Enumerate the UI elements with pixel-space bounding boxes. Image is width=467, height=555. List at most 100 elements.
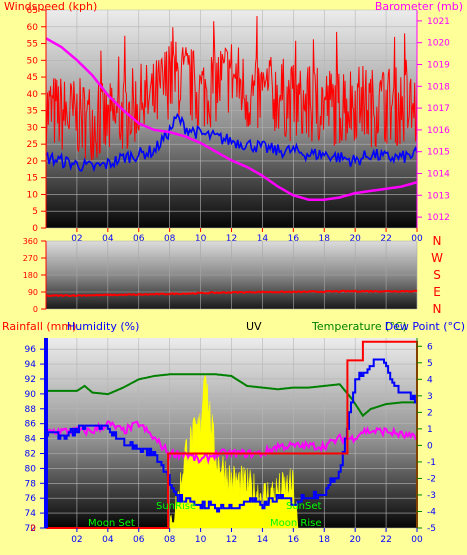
humidity-y-tick-label: 76 (25, 494, 37, 504)
direction-y-tick-label: 0 (33, 305, 38, 314)
wind-y-tick-label: 65 (27, 6, 38, 16)
humidity-y-tick-label: 84 (25, 435, 37, 445)
climate-x-tick-label: 12 (226, 535, 237, 545)
humidity-y-tick-label: 96 (25, 345, 37, 355)
humidity-line (45, 420, 418, 465)
humidity-y-tick-label: 86 (25, 420, 37, 430)
climate-x-tick-label: 20 (349, 535, 361, 545)
wind-y-tick-label: 55 (27, 40, 38, 50)
climate-x-tick-label: 04 (102, 535, 114, 545)
baro-y-tick-label: 1015 (427, 148, 450, 158)
climate-x-tick-label: 06 (133, 535, 145, 545)
baro-y-tick-label: 1016 (427, 126, 450, 136)
moon-set-label: Moon Set (88, 518, 135, 529)
wind-y-tick-label: 0 (32, 224, 38, 234)
climate-x-tick-label: 14 (257, 535, 269, 545)
humidity-y-tick-label: 78 (25, 479, 37, 489)
wind-x-tick-label: 12 (226, 234, 237, 244)
wind-x-tick-label: 00 (411, 234, 423, 244)
baro-y-tick-label: 1021 (427, 17, 450, 27)
rainfall-y-tick-label: 0 (30, 524, 36, 534)
baro-y-tick-label: 1013 (427, 191, 450, 201)
baro-y-tick-label: 1019 (427, 61, 450, 71)
temperature-y-tick-label: -2 (427, 474, 436, 484)
moon-rise-label: Moon Rise (270, 518, 321, 529)
wind-x-tick-label: 20 (349, 234, 361, 244)
humidity-y-tick-label: 88 (25, 405, 37, 415)
wind-x-tick-label: 10 (195, 234, 207, 244)
uv-area (169, 374, 299, 529)
humidity-y-tick-label: 92 (25, 375, 36, 385)
wind-x-tick-label: 22 (380, 234, 391, 244)
barometer-line (45, 37, 418, 201)
baro-y-tick-label: 1017 (427, 104, 450, 114)
temperature-y-tick-label: 3 (427, 392, 433, 402)
wind-x-tick-label: 04 (102, 234, 114, 244)
baro-y-tick-label: 1012 (427, 213, 450, 223)
baro-y-tick-label: 1014 (427, 170, 450, 180)
compass-letter: E (433, 285, 441, 299)
temperature-y-tick-label: -3 (427, 491, 436, 501)
uv-title: UV (246, 320, 262, 333)
temperature-y-tick-label: 6 (427, 342, 433, 352)
wind-x-tick-label: 18 (319, 234, 331, 244)
wind-gust-line (45, 15, 418, 161)
direction-y-tick-label: 180 (23, 271, 38, 280)
compass-letter: W (431, 251, 443, 265)
temperature-y-tick-label: 4 (427, 375, 433, 385)
wind-y-tick-label: 25 (27, 140, 38, 150)
wind-y-tick-label: 10 (27, 190, 39, 200)
humidity-y-tick-label: 80 (25, 464, 37, 474)
wind-x-tick-label: 14 (257, 234, 269, 244)
temperature-line (46, 373, 417, 418)
wind-y-tick-label: 35 (27, 107, 38, 117)
climate-x-tick-label: 18 (319, 535, 331, 545)
direction-y-tick-label: 90 (28, 288, 38, 297)
windspeed-title: Windspeed (kph) (4, 0, 97, 13)
temperature-y-tick-label: -4 (427, 507, 436, 517)
wind-y-tick-label: 40 (27, 90, 39, 100)
wind-y-tick-label: 60 (27, 23, 39, 33)
temperature-y-tick-label: -1 (427, 458, 436, 468)
climate-x-tick-label: 22 (380, 535, 391, 545)
direction-y-tick-label: 360 (23, 237, 38, 246)
humidity-y-tick-label: 72 (25, 524, 36, 534)
climate-x-tick-label: 00 (411, 535, 423, 545)
compass-letter: S (433, 268, 441, 282)
climate-x-tick-label: 10 (195, 535, 207, 545)
dewpoint-line (46, 358, 418, 513)
wind-y-tick-label: 15 (27, 174, 38, 184)
direction-y-tick-label: 270 (23, 254, 38, 263)
wind-y-tick-label: 45 (27, 73, 38, 83)
wind-y-tick-label: 30 (27, 123, 39, 133)
wind-y-tick-label: 20 (27, 157, 39, 167)
wind-x-tick-label: 02 (71, 234, 82, 244)
compass-letter: N (433, 302, 442, 316)
barometer-title: Barometer (mb) (375, 0, 463, 13)
humidity-y-tick-label: 74 (25, 509, 37, 519)
wind-y-tick-label: 5 (32, 207, 38, 217)
dewpoint-title: Dew Point (°C) (385, 320, 465, 333)
wind-direction-line (45, 289, 418, 298)
temperature-title: Temperature (°C) (311, 320, 407, 333)
compass-letter: N (433, 234, 442, 248)
temperature-y-tick-label: -5 (427, 524, 436, 534)
wind-x-tick-label: 08 (164, 234, 176, 244)
temperature-y-tick-label: 1 (427, 425, 433, 435)
humidity-y-tick-label: 82 (25, 449, 36, 459)
humidity-title: Humidity (%) (67, 320, 139, 333)
climate-x-tick-label: 02 (71, 535, 82, 545)
sun-set-label: SunSet (286, 501, 322, 512)
wind-x-tick-label: 06 (133, 234, 145, 244)
wind-y-tick-label: 50 (27, 56, 39, 66)
baro-y-tick-label: 1020 (427, 39, 450, 49)
rainfall-line (46, 340, 418, 529)
wind-average-line (45, 112, 418, 173)
baro-y-tick-label: 1018 (427, 82, 450, 92)
sun-rise-label: SunRise (156, 501, 196, 512)
humidity-y-tick-label: 90 (25, 390, 37, 400)
temperature-y-tick-label: 2 (427, 408, 433, 418)
wind-x-tick-label: 16 (288, 234, 300, 244)
humidity-y-tick-label: 94 (25, 360, 37, 370)
